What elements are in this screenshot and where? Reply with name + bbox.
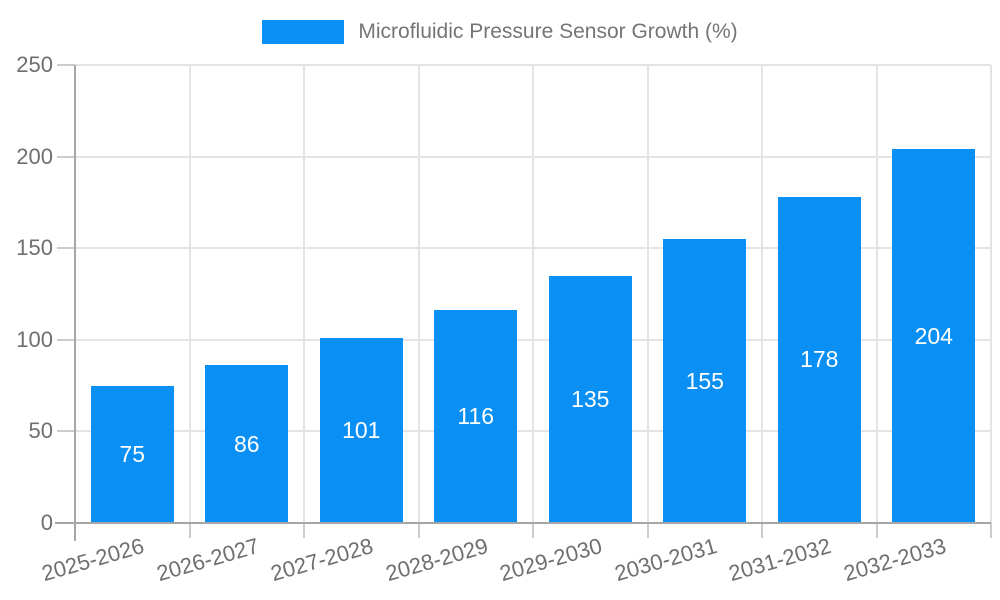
bar-value-label: 101	[342, 416, 381, 443]
y-tick-mark	[57, 247, 75, 250]
legend-label: Microfluidic Pressure Sensor Growth (%)	[358, 20, 738, 43]
bar[interactable]: 101	[319, 337, 403, 523]
x-gridline	[875, 65, 878, 523]
y-tick-label: 100	[16, 326, 53, 352]
x-tick-label: 2027-2028	[267, 533, 376, 587]
bar[interactable]: 155	[663, 239, 747, 523]
x-tick-mark	[532, 523, 534, 538]
y-tick-mark	[57, 64, 75, 66]
x-tick-label: 2029-2030	[496, 533, 605, 587]
y-tick-label: 200	[16, 143, 53, 169]
bar-value-label: 135	[571, 385, 610, 412]
x-tick-label: 2032-2033	[840, 533, 949, 587]
legend[interactable]: Microfluidic Pressure Sensor Growth (%)	[0, 18, 1000, 46]
y-axis-line	[74, 65, 76, 541]
x-tick-label: 2028-2029	[382, 533, 491, 587]
bar-value-label: 86	[233, 430, 260, 457]
bar-value-label: 178	[800, 346, 839, 373]
bar[interactable]: 178	[777, 196, 861, 523]
x-gridline	[188, 65, 191, 523]
bar-value-label: 204	[914, 322, 953, 349]
x-tick-mark	[875, 523, 878, 538]
x-tick-mark	[646, 523, 649, 538]
bar-value-label: 75	[119, 440, 146, 467]
y-tick-label: 250	[16, 52, 53, 77]
bar[interactable]: 204	[892, 149, 976, 523]
x-tick-mark	[990, 523, 992, 538]
x-tick-label: 2030-2031	[611, 533, 720, 587]
y-tick-mark	[57, 430, 75, 433]
x-gridline	[532, 65, 534, 523]
x-gridline	[417, 65, 420, 523]
bar[interactable]: 86	[205, 365, 289, 523]
x-tick-mark	[303, 523, 305, 538]
x-tick-mark	[417, 523, 420, 538]
bar[interactable]: 116	[434, 310, 518, 523]
y-tick-mark	[57, 155, 75, 158]
y-tick-label: 150	[16, 235, 53, 261]
x-gridline	[990, 65, 992, 523]
x-gridline	[646, 65, 649, 523]
y-tick-label: 0	[40, 510, 53, 535]
x-tick-label: 2031-2032	[725, 533, 834, 587]
y-tick-label: 50	[28, 418, 53, 444]
x-tick-mark	[188, 523, 191, 538]
bar[interactable]: 135	[548, 275, 632, 523]
bar-value-label: 155	[685, 367, 724, 394]
x-gridline	[303, 65, 305, 523]
legend-swatch	[262, 20, 345, 44]
x-gridline	[761, 65, 763, 523]
x-axis-line	[55, 522, 991, 524]
x-tick-mark	[761, 523, 763, 538]
x-tick-label: 2026-2027	[153, 533, 262, 587]
bar-value-label: 116	[457, 403, 495, 430]
x-tick-label: 2025-2026	[38, 533, 147, 587]
y-tick-mark	[57, 338, 75, 341]
bar[interactable]: 75	[90, 385, 174, 523]
